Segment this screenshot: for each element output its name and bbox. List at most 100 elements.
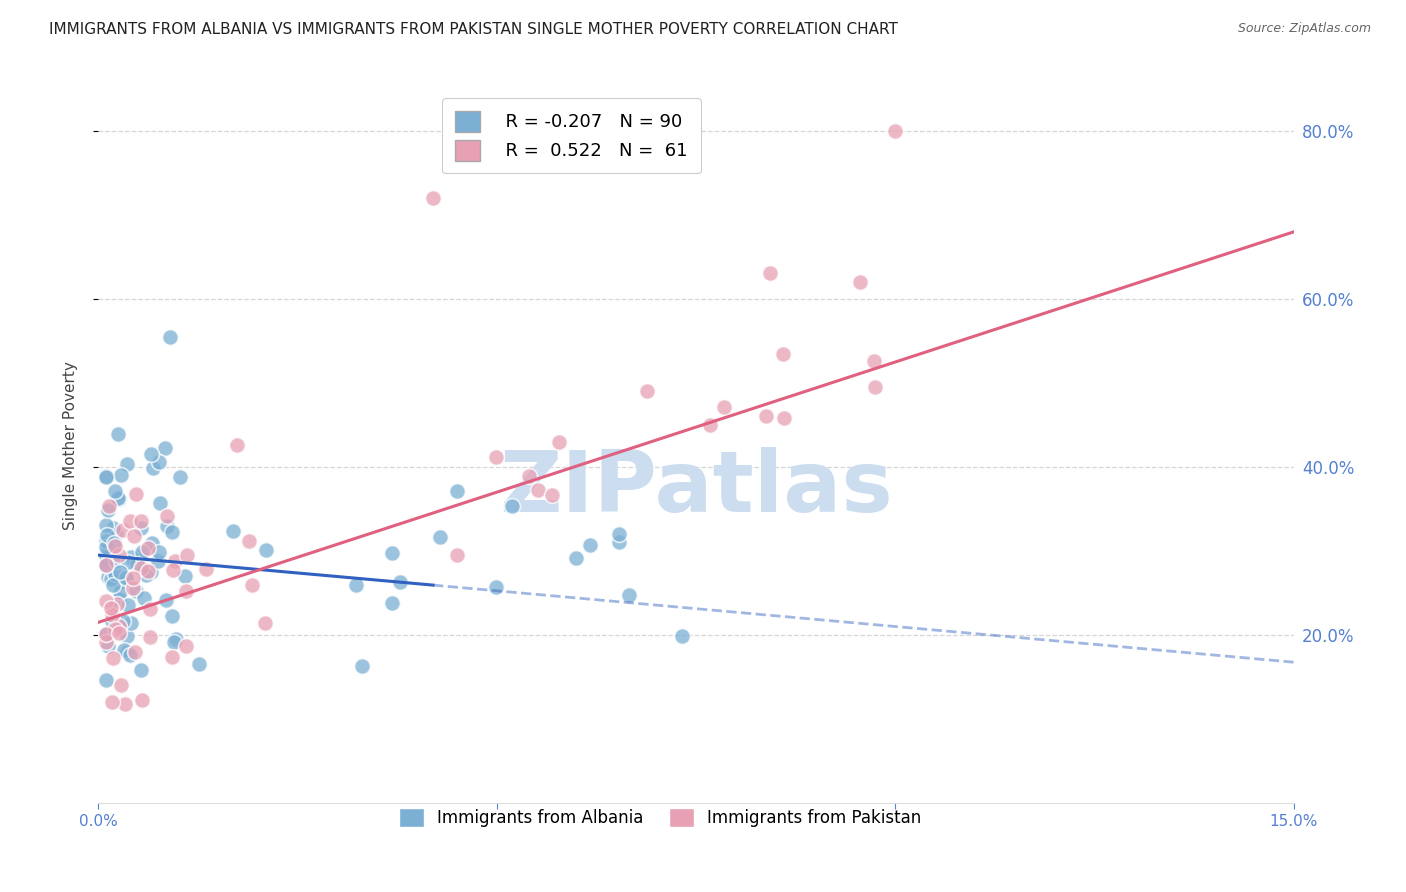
Y-axis label: Single Mother Poverty: Single Mother Poverty [63,361,77,531]
Point [135,567,157,582]
Point [125,558,148,572]
Point [160,650,183,665]
Point [699,418,721,433]
Point [101,695,124,709]
Point [162,563,184,577]
Point [108,592,131,607]
Point [609,535,631,549]
Point [112,524,135,538]
Point [155,592,177,607]
Point [96,558,118,572]
Point [176,639,198,653]
Point [148,455,170,469]
Point [526,483,548,497]
Point [96,627,118,641]
Point [254,543,277,558]
Point [97,541,120,556]
Point [115,570,138,584]
Point [619,588,641,602]
Point [848,275,870,289]
Point [148,545,170,559]
Point [97,503,120,517]
Point [122,529,145,543]
Point [755,409,778,423]
Point [100,572,122,586]
Point [103,651,125,665]
Point [115,645,138,659]
Point [188,657,211,672]
Point [103,521,125,535]
Point [222,524,245,539]
Point [120,615,142,630]
Point [105,597,128,611]
Point [422,191,444,205]
Point [169,470,191,484]
Point [772,347,794,361]
Point [240,578,263,592]
Point [96,533,118,548]
Point [107,426,129,441]
Point [446,483,468,498]
Point [104,566,127,581]
Point [103,536,125,550]
Point [429,530,451,544]
Point [501,499,523,513]
Point [115,457,138,471]
Text: Source: ZipAtlas.com: Source: ZipAtlas.com [1237,22,1371,36]
Point [96,470,118,484]
Point [865,380,887,394]
Point [565,550,588,565]
Point [146,554,169,568]
Point [194,562,217,576]
Point [104,622,127,636]
Point [141,447,163,461]
Point [136,541,159,555]
Point [485,450,508,465]
Point [96,518,118,533]
Point [165,632,187,646]
Point [139,602,162,616]
Point [104,554,127,568]
Point [101,571,124,585]
Point [96,673,118,688]
Point [128,549,150,563]
Point [96,635,118,649]
Point [101,614,124,628]
Point [131,515,153,529]
Point [96,549,118,563]
Point [96,594,118,608]
Point [96,527,118,541]
Point [388,574,411,589]
Point [254,616,277,631]
Point [176,548,198,562]
Point [636,384,658,399]
Point [107,491,129,505]
Point [671,629,693,643]
Point [129,521,152,535]
Point [884,124,907,138]
Point [162,609,184,624]
Point [120,549,142,564]
Point [174,584,197,599]
Point [540,488,562,502]
Point [112,614,135,628]
Point [344,578,367,592]
Point [108,491,131,506]
Point [132,564,155,578]
Point [380,596,402,610]
Point [129,663,152,677]
Point [104,483,127,498]
Point [114,697,136,711]
Point [108,548,131,562]
Point [120,648,142,663]
Point [446,548,468,562]
Point [381,545,404,559]
Point [129,561,152,575]
Point [118,514,141,528]
Legend: Immigrants from Albania, Immigrants from Pakistan: Immigrants from Albania, Immigrants from… [392,801,928,834]
Point [105,526,128,541]
Point [97,570,120,584]
Point [142,461,165,475]
Point [579,538,602,552]
Point [108,626,131,640]
